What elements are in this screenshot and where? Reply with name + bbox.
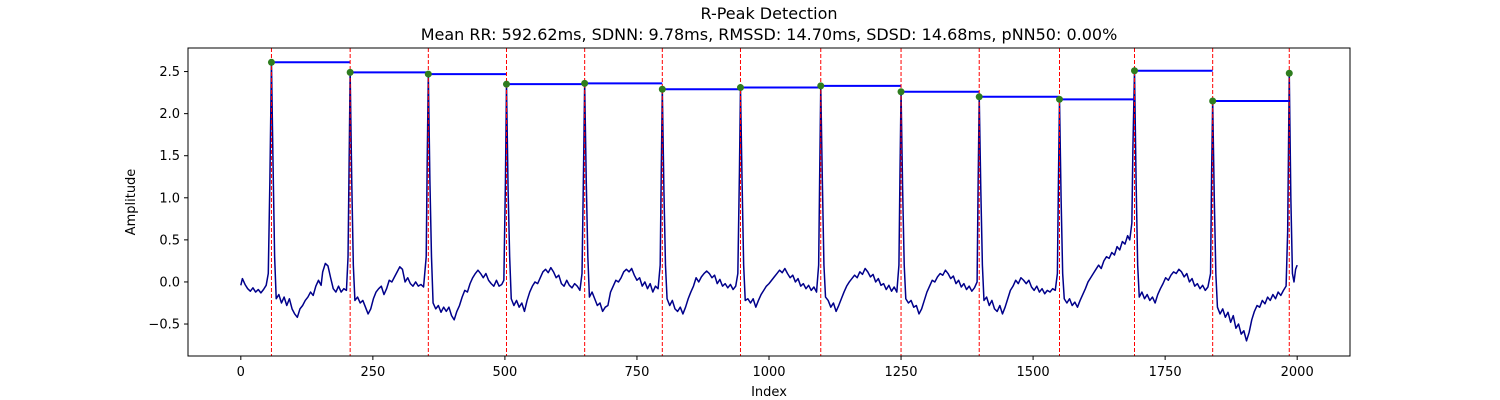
y-tick-label: 2.5 bbox=[159, 65, 180, 80]
r-peak-marker bbox=[1285, 69, 1293, 77]
r-peak-marker bbox=[658, 85, 666, 93]
r-peak-marker bbox=[346, 68, 354, 76]
x-tick-label: 1250 bbox=[884, 365, 917, 380]
y-tick-label: 1.5 bbox=[159, 149, 180, 164]
x-tick-label: 250 bbox=[360, 365, 385, 380]
x-tick-label: 500 bbox=[492, 365, 517, 380]
x-axis-ticks: 0 250 500 750 1000 1250 1500 1750 2000 bbox=[237, 356, 1314, 380]
peak-marker-layer bbox=[267, 58, 1293, 105]
r-peak-marker bbox=[424, 70, 432, 78]
chart-subtitle: Mean RR: 592.62ms, SDNN: 9.78ms, RMSSD: … bbox=[421, 25, 1118, 44]
r-peak-marker bbox=[975, 93, 983, 101]
r-peak-marker bbox=[1056, 95, 1063, 103]
x-tick-label: 1750 bbox=[1149, 365, 1182, 380]
x-tick-label: 2000 bbox=[1281, 365, 1314, 380]
r-peak-marker bbox=[736, 84, 744, 92]
x-tick-label: 1500 bbox=[1017, 365, 1050, 380]
y-tick-label: 0.5 bbox=[159, 233, 180, 248]
r-peak-marker bbox=[1209, 97, 1217, 105]
x-tick-label: 750 bbox=[625, 365, 650, 380]
r-peak-marker bbox=[267, 58, 275, 66]
r-peak-marker bbox=[581, 79, 589, 87]
x-tick-label: 1000 bbox=[752, 365, 785, 380]
r-peak-marker bbox=[1131, 67, 1139, 75]
r-peak-marker bbox=[502, 80, 510, 88]
r-peak-marker bbox=[817, 82, 825, 90]
x-tick-label: 0 bbox=[237, 365, 245, 380]
y-tick-label: 0.0 bbox=[159, 275, 180, 290]
r-peak-marker bbox=[897, 88, 905, 96]
y-axis-label: Amplitude bbox=[124, 169, 139, 236]
chart-title: R-Peak Detection bbox=[700, 4, 837, 23]
ecg-signal-line bbox=[240, 61, 1298, 342]
x-axis-label: Index bbox=[751, 385, 787, 400]
signal-layer bbox=[240, 61, 1298, 342]
plot-area bbox=[187, 47, 1351, 357]
y-tick-label: 2.0 bbox=[159, 107, 180, 122]
y-axis-ticks: −0.5 0.0 0.5 1.0 1.5 2.0 2.5 bbox=[148, 65, 188, 333]
y-tick-label: −0.5 bbox=[148, 318, 180, 333]
y-tick-label: 1.0 bbox=[159, 191, 180, 206]
plot-background bbox=[188, 48, 1350, 356]
rr-segment-layer bbox=[271, 61, 1290, 103]
